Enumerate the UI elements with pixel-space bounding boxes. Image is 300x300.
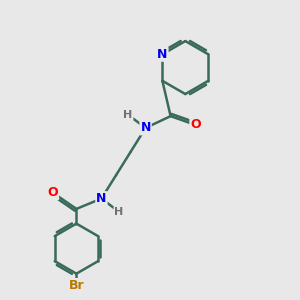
Text: Br: Br	[69, 279, 84, 292]
Text: O: O	[47, 186, 58, 199]
Text: O: O	[190, 118, 201, 131]
Text: H: H	[123, 110, 133, 120]
Text: N: N	[157, 48, 168, 61]
Text: N: N	[140, 122, 151, 134]
Text: H: H	[115, 207, 124, 217]
Text: N: N	[96, 192, 106, 205]
